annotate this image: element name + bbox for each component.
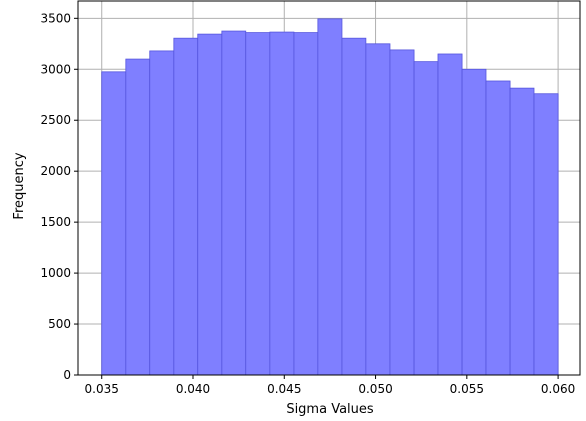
histogram-bar-13 [413,61,439,376]
x-tick-label-2: 0.045 [267,382,301,396]
histogram-bar-6 [245,32,271,376]
histogram-bar-17 [509,87,535,376]
histogram-bar-8 [293,32,319,376]
histogram-bar-3 [173,37,199,376]
histogram-bar-16 [485,80,511,376]
histogram-bar-7 [269,31,295,376]
y-tick-label-3: 1500 [40,215,71,229]
y-tick-label-7: 3500 [40,11,71,25]
x-axis-ticks: 0.035 0.040 0.045 0.050 0.055 0.060 [85,375,575,396]
y-tick-label-5: 2500 [40,113,71,127]
y-tick-label-0: 0 [63,368,71,382]
histogram-bar-0 [101,71,127,376]
histogram-bar-15 [461,68,487,376]
histogram-bar-5 [221,30,247,376]
x-tick-label-1: 0.040 [176,382,210,396]
plot-frame [77,0,581,376]
y-axis-ticks: 0 500 1000 1500 2000 2500 3000 3500 [40,11,78,382]
histogram-bar-14 [437,53,463,376]
y-tick-label-6: 3000 [40,62,71,76]
histogram-bar-18 [533,93,559,376]
histogram-bar-1 [125,58,151,376]
y-tick-label-4: 2000 [40,164,71,178]
histogram-bars [101,18,559,376]
histogram-bar-2 [149,50,175,376]
y-tick-label-2: 1000 [40,266,71,280]
y-tick-label-1: 500 [48,317,71,331]
histogram-bar-12 [389,49,415,376]
histogram-bar-4 [197,33,223,376]
y-axis-label: Frequency [12,152,27,219]
histogram-bar-9 [317,18,343,376]
histogram-bar-10 [341,37,367,376]
x-tick-label-0: 0.035 [85,382,119,396]
x-axis-label: Sigma Values [286,402,374,417]
histogram-bar-11 [365,43,391,376]
x-tick-label-5: 0.060 [541,382,575,396]
x-tick-label-3: 0.050 [358,382,392,396]
x-tick-label-4: 0.055 [450,382,484,396]
